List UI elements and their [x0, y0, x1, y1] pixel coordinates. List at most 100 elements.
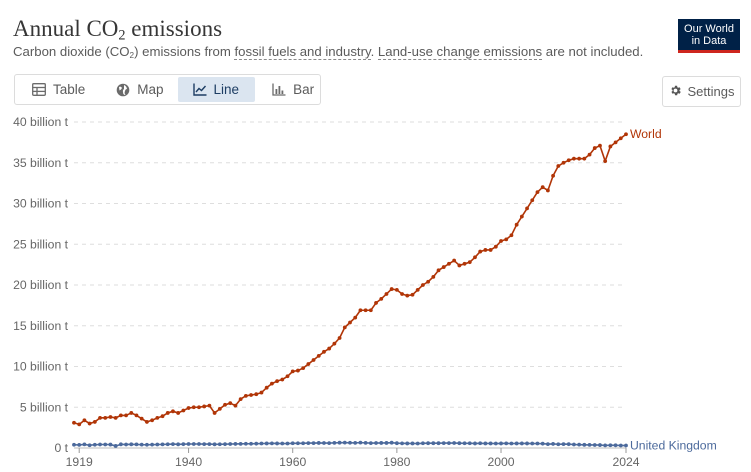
- data-point[interactable]: [139, 416, 144, 421]
- data-point[interactable]: [400, 292, 404, 296]
- data-point[interactable]: [488, 441, 493, 446]
- data-point[interactable]: [72, 442, 76, 447]
- data-point[interactable]: [478, 249, 483, 254]
- data-point[interactable]: [499, 239, 503, 243]
- data-point[interactable]: [572, 442, 576, 447]
- data-point[interactable]: [233, 442, 238, 446]
- data-point[interactable]: [493, 441, 498, 446]
- data-point[interactable]: [613, 140, 618, 145]
- data-point[interactable]: [92, 420, 97, 424]
- data-point[interactable]: [171, 409, 175, 414]
- data-point[interactable]: [342, 440, 347, 445]
- data-point[interactable]: [150, 442, 155, 447]
- data-point[interactable]: [249, 441, 253, 446]
- data-point[interactable]: [379, 441, 384, 445]
- data-point[interactable]: [363, 308, 368, 313]
- data-point[interactable]: [82, 442, 87, 447]
- data-point[interactable]: [301, 366, 306, 371]
- data-point[interactable]: [264, 385, 269, 390]
- data-point[interactable]: [384, 292, 389, 296]
- data-point[interactable]: [452, 258, 457, 263]
- data-point[interactable]: [582, 442, 587, 447]
- data-point[interactable]: [577, 156, 582, 161]
- data-point[interactable]: [269, 381, 274, 386]
- data-point[interactable]: [592, 443, 597, 447]
- land-use-link[interactable]: Land-use change emissions: [377, 44, 543, 60]
- data-point[interactable]: [285, 374, 290, 379]
- data-point[interactable]: [405, 441, 410, 446]
- data-point[interactable]: [249, 393, 253, 397]
- data-point[interactable]: [441, 441, 446, 446]
- data-point[interactable]: [150, 418, 155, 423]
- data-point[interactable]: [129, 411, 134, 415]
- data-point[interactable]: [145, 420, 149, 424]
- data-point[interactable]: [103, 415, 108, 420]
- data-point[interactable]: [400, 441, 404, 446]
- data-point[interactable]: [186, 442, 191, 446]
- data-point[interactable]: [394, 287, 399, 292]
- data-point[interactable]: [254, 392, 259, 397]
- data-point[interactable]: [447, 441, 451, 446]
- data-point[interactable]: [624, 443, 628, 448]
- series-world[interactable]: World: [72, 127, 662, 427]
- data-point[interactable]: [551, 442, 555, 446]
- data-point[interactable]: [108, 415, 113, 419]
- data-point[interactable]: [598, 443, 602, 447]
- data-point[interactable]: [483, 248, 488, 252]
- data-point[interactable]: [525, 441, 529, 446]
- data-point[interactable]: [592, 146, 597, 150]
- data-point[interactable]: [191, 442, 196, 446]
- data-point[interactable]: [316, 441, 321, 445]
- data-point[interactable]: [212, 442, 217, 447]
- data-point[interactable]: [155, 442, 160, 447]
- data-point[interactable]: [238, 441, 243, 446]
- data-point[interactable]: [113, 444, 118, 448]
- data-point[interactable]: [322, 441, 326, 445]
- data-point[interactable]: [301, 441, 306, 446]
- data-point[interactable]: [145, 442, 149, 447]
- data-point[interactable]: [259, 441, 264, 446]
- data-point[interactable]: [384, 441, 389, 445]
- data-point[interactable]: [618, 443, 623, 448]
- data-point[interactable]: [77, 443, 82, 447]
- data-point[interactable]: [124, 442, 128, 447]
- data-point[interactable]: [322, 349, 326, 354]
- data-point[interactable]: [327, 441, 332, 446]
- data-point[interactable]: [191, 405, 196, 410]
- data-point[interactable]: [311, 441, 316, 446]
- data-point[interactable]: [243, 393, 248, 398]
- data-point[interactable]: [348, 440, 352, 445]
- data-point[interactable]: [587, 443, 592, 447]
- data-point[interactable]: [509, 233, 514, 238]
- data-point[interactable]: [572, 156, 576, 161]
- data-point[interactable]: [275, 441, 279, 446]
- data-point[interactable]: [202, 442, 207, 446]
- tab-bar[interactable]: Bar: [255, 75, 328, 104]
- data-point[interactable]: [587, 152, 592, 157]
- data-point[interactable]: [160, 414, 165, 419]
- data-point[interactable]: [176, 442, 181, 447]
- data-point[interactable]: [556, 442, 561, 447]
- data-point[interactable]: [467, 441, 472, 446]
- data-point[interactable]: [342, 325, 347, 330]
- data-point[interactable]: [118, 442, 123, 447]
- data-point[interactable]: [311, 358, 316, 362]
- data-point[interactable]: [431, 441, 436, 446]
- data-point[interactable]: [624, 132, 628, 137]
- data-point[interactable]: [332, 440, 337, 445]
- data-point[interactable]: [290, 441, 295, 446]
- data-point[interactable]: [103, 442, 108, 447]
- data-point[interactable]: [98, 442, 102, 447]
- data-point[interactable]: [280, 377, 285, 382]
- data-point[interactable]: [556, 164, 561, 168]
- data-point[interactable]: [228, 401, 233, 406]
- tab-table[interactable]: Table: [15, 75, 99, 104]
- data-point[interactable]: [504, 441, 509, 446]
- data-point[interactable]: [118, 413, 123, 418]
- data-point[interactable]: [374, 301, 378, 305]
- data-point[interactable]: [243, 441, 248, 446]
- data-point[interactable]: [608, 443, 613, 448]
- data-point[interactable]: [457, 441, 462, 446]
- data-point[interactable]: [618, 136, 623, 141]
- data-point[interactable]: [217, 442, 222, 447]
